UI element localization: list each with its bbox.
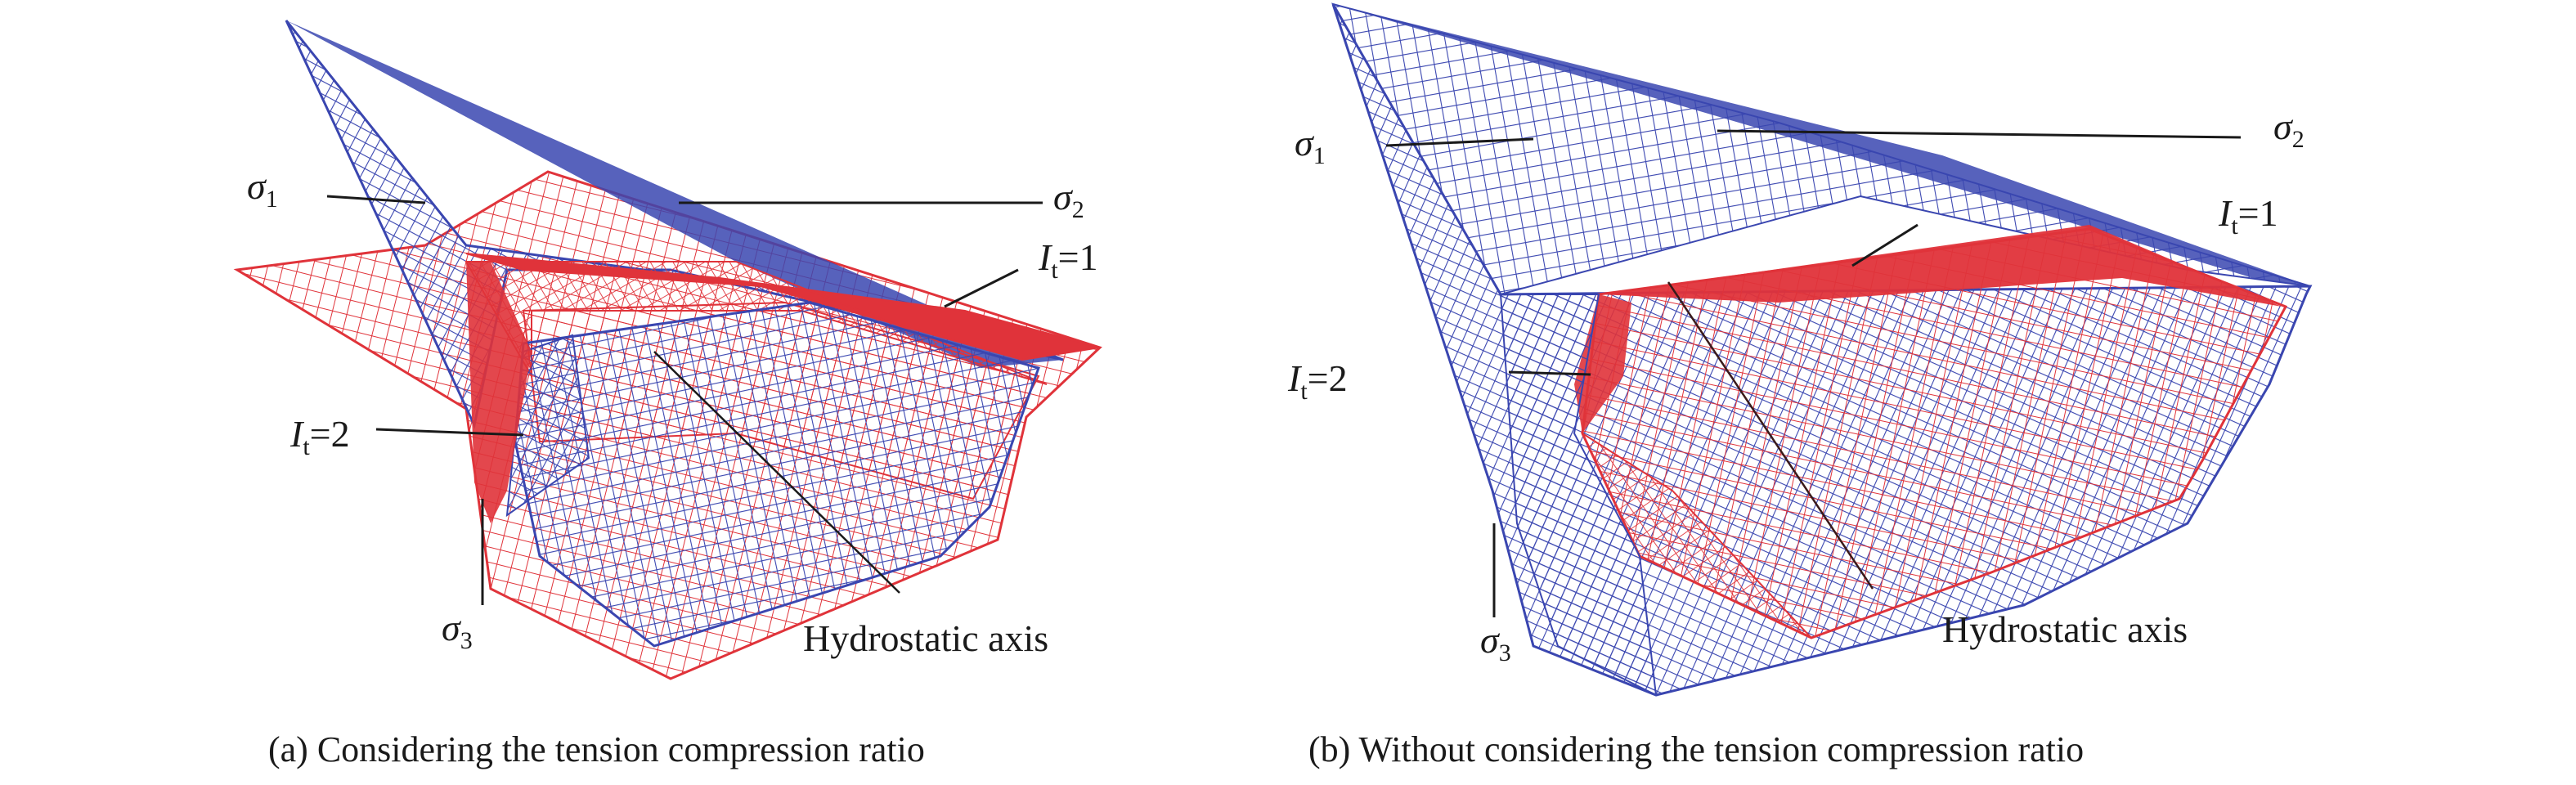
red-inner-surface: [1574, 227, 2288, 639]
label-it2: It=2: [290, 413, 350, 460]
label-sigma1: σ1: [1295, 122, 1326, 169]
label-hydrostatic-axis: Hydrostatic axis: [1942, 608, 2188, 650]
label-it1: It=1: [1039, 236, 1098, 284]
label-it2: It=2: [1288, 357, 1348, 405]
label-it1: It=1: [2219, 192, 2278, 240]
leader-lines: [1385, 129, 2242, 617]
label-sigma1: σ1: [247, 165, 278, 213]
red-vertical-strip: [466, 262, 532, 523]
label-sigma2: σ2: [2273, 105, 2304, 153]
leader-lines: [326, 195, 1043, 605]
caption-a: (a) Considering the tension compression …: [268, 729, 925, 769]
panel-a-drawing: [233, 20, 1102, 680]
panel-a: σ1 σ2 σ3 It=1 It=2 Hydrostatic axis (a) …: [233, 20, 1102, 769]
label-hydrostatic-axis: Hydrostatic axis: [803, 617, 1049, 659]
caption-b: (b) Without considering the tension comp…: [1308, 729, 2085, 769]
panel-b: σ1 σ2 σ3 It=1 It=2 Hydrostatic axis (b) …: [1288, 0, 2576, 785]
blue-inner-pocket: [505, 301, 1040, 648]
blue-inner-wedge: [1499, 294, 1658, 697]
label-sigma3: σ3: [1480, 619, 1511, 666]
label-sigma2: σ2: [1053, 176, 1084, 223]
hydrostatic-axis-line: [1667, 281, 1874, 590]
hydrostatic-axis-line: [653, 351, 900, 594]
label-sigma3: σ3: [442, 607, 473, 654]
panel-b-drawing: [1331, 2, 2313, 697]
